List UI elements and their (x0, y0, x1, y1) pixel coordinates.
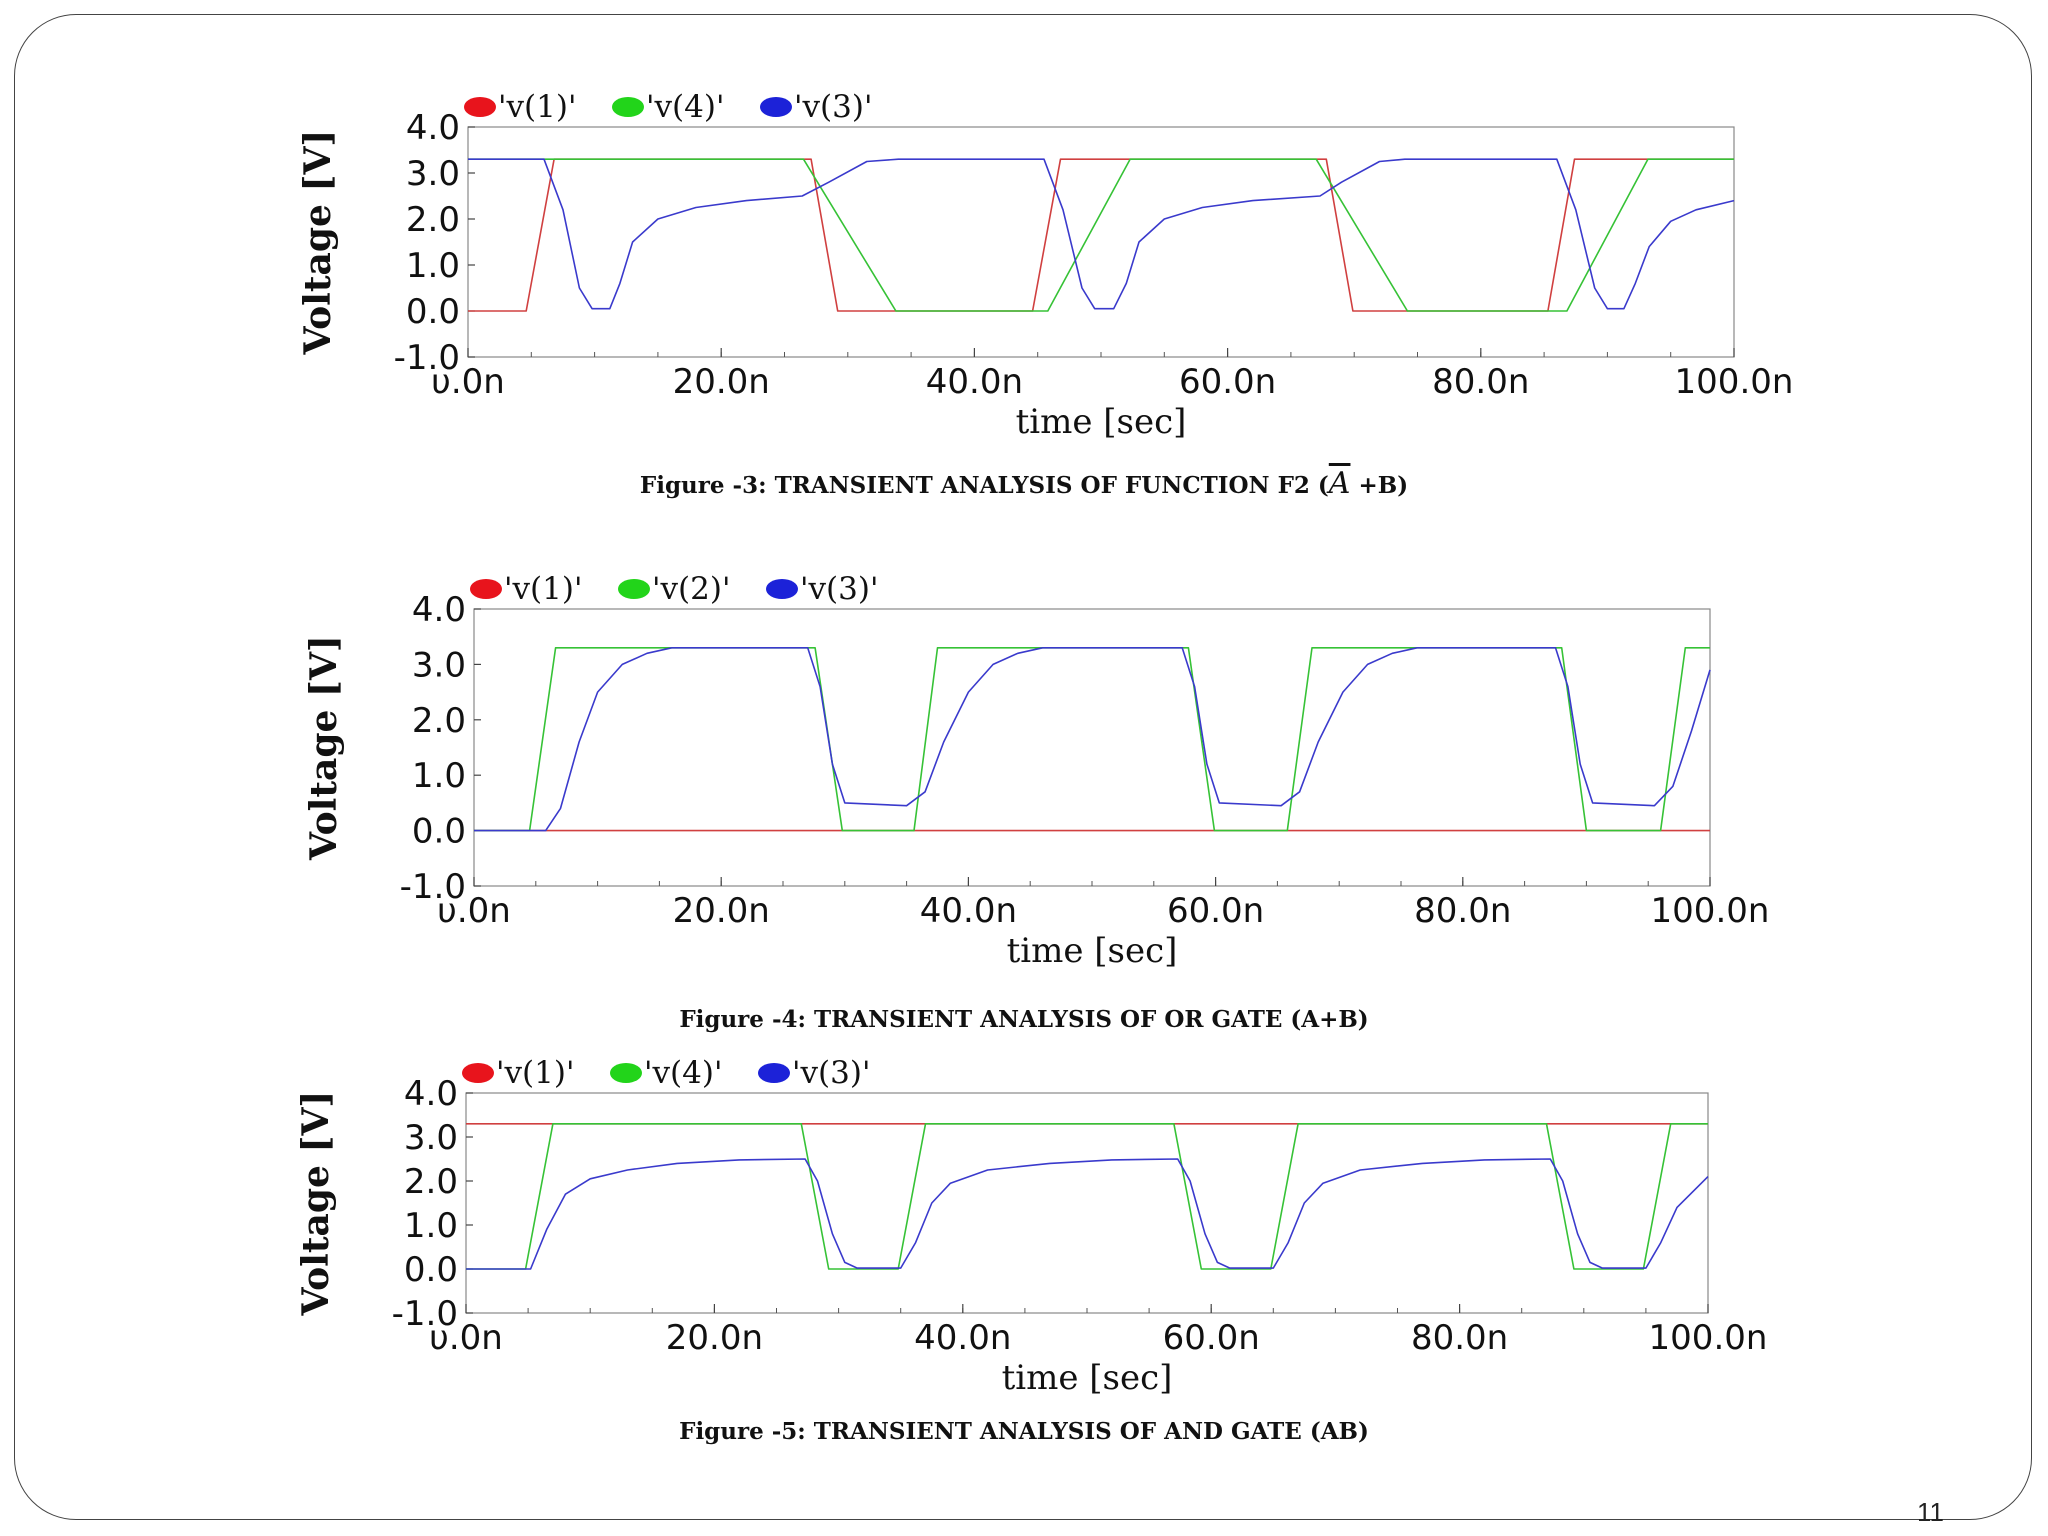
slide-frame (14, 14, 2032, 1520)
x-axis-title: time [sec] (1016, 402, 1187, 442)
legend-swatch (462, 1063, 494, 1083)
figure-3-plot: 4.0 3.0 2.0 1.0 0.0 -1.0υ.0n 20.0n 40.0n 60.0n 80… (297, 89, 1794, 442)
series-line (468, 158, 1735, 310)
x-tick-label: 40.0n (914, 1318, 1011, 1358)
legend-swatch (610, 1063, 642, 1083)
legend-label: 'v(1)' (496, 1055, 574, 1091)
x-tick-label: 60.0n (1167, 891, 1264, 931)
y-tick-label: 4.0 (412, 590, 466, 630)
series-line (468, 158, 1734, 312)
x-tick-label: 20.0n (673, 891, 770, 931)
legend-swatch (618, 579, 650, 599)
y-tick-label: -1.0 (400, 867, 466, 907)
y-tick-label: 1.0 (404, 1206, 458, 1246)
x-tick-label: 100.0n (1649, 1318, 1768, 1358)
y-tick-label: 2.0 (412, 701, 466, 741)
x-axis-title: time [sec] (1002, 1358, 1173, 1398)
y-tick-label: 0.0 (406, 292, 460, 332)
x-tick-label: 100.0n (1651, 891, 1770, 931)
series-line (466, 1123, 1708, 1270)
figure-4-caption-text: Figure -4: TRANSIENT ANALYSIS OF OR GATE… (679, 1006, 1369, 1033)
x-tick-label: υ.0n (437, 891, 511, 931)
y-tick-label: 0.0 (412, 812, 466, 852)
legend-label: 'v(1)' (498, 89, 576, 125)
y-tick-label: -1.0 (394, 338, 460, 378)
y-tick-label: -1.0 (392, 1294, 458, 1334)
legend-label: 'v(2)' (652, 571, 730, 607)
figure-3-caption-overline: A (1328, 466, 1351, 501)
figure-3-caption-post: +B) (1350, 472, 1409, 499)
figure-4-caption: Figure -4: TRANSIENT ANALYSIS OF OR GATE… (0, 1006, 2048, 1033)
x-axis-title: time [sec] (1007, 931, 1178, 971)
figure-4-plot: 4.0 3.0 2.0 1.0 0.0 -1.0υ.0n 20.0n 40.0n 60.0n 80… (303, 571, 1770, 971)
y-tick-label: 4.0 (406, 108, 460, 148)
x-tick-label: 100.0n (1675, 362, 1794, 402)
y-tick-label: 1.0 (412, 756, 466, 796)
x-tick-label: 20.0n (666, 1318, 763, 1358)
y-tick-label: 1.0 (406, 246, 460, 286)
page-number: 11 (1917, 1497, 1944, 1527)
y-axis-title: Voltage [V] (297, 130, 339, 356)
x-tick-label: 20.0n (673, 362, 770, 402)
y-tick-label: 2.0 (406, 200, 460, 240)
series-line (468, 158, 1734, 312)
y-axis-title: Voltage [V] (303, 635, 345, 861)
figure-5-plot: 4.03.02.01.00.0-1.0υ.0n 20.0n 40.0n 60.0n 80… (295, 1055, 1768, 1398)
legend-swatch (612, 97, 644, 117)
legend-label: 'v(3)' (794, 89, 872, 125)
legend-label: 'v(1)' (504, 571, 582, 607)
legend-label: 'v(3)' (792, 1055, 870, 1091)
x-tick-label: 80.0n (1411, 1318, 1508, 1358)
legend-swatch (766, 579, 798, 599)
series-line (466, 1158, 1709, 1270)
figure-5-caption: Figure -5: TRANSIENT ANALYSIS OF AND GAT… (0, 1418, 2048, 1445)
figure-5-caption-text: Figure -5: TRANSIENT ANALYSIS OF AND GAT… (679, 1418, 1369, 1445)
figure-3-caption-pre: Figure -3: TRANSIENT ANALYSIS OF FUNCTIO… (639, 472, 1329, 499)
x-tick-label: 80.0n (1432, 362, 1529, 402)
y-tick-label: 3.0 (412, 645, 466, 685)
y-axis-title: Voltage [V] (295, 1091, 337, 1317)
x-tick-label: υ.0n (431, 362, 505, 402)
legend-label: 'v(4)' (646, 89, 724, 125)
legend-swatch (760, 97, 792, 117)
y-tick-label: 4.0 (404, 1074, 458, 1114)
y-tick-label: 2.0 (404, 1162, 458, 1202)
legend-label: 'v(3)' (800, 571, 878, 607)
x-tick-label: 40.0n (926, 362, 1023, 402)
x-tick-label: υ.0n (429, 1318, 503, 1358)
legend-swatch (470, 579, 502, 599)
legend-swatch (758, 1063, 790, 1083)
y-tick-label: 3.0 (404, 1118, 458, 1158)
x-tick-label: 40.0n (920, 891, 1017, 931)
y-tick-label: 3.0 (406, 154, 460, 194)
y-tick-label: 0.0 (404, 1250, 458, 1290)
legend-swatch (464, 97, 496, 117)
x-tick-label: 80.0n (1414, 891, 1511, 931)
figure-3-caption: Figure -3: TRANSIENT ANALYSIS OF FUNCTIO… (0, 466, 2048, 501)
x-tick-label: 60.0n (1163, 1318, 1260, 1358)
x-tick-label: 60.0n (1179, 362, 1276, 402)
series-line (474, 646, 1711, 832)
plot-frame (465, 1092, 1709, 1314)
legend-label: 'v(4)' (644, 1055, 722, 1091)
